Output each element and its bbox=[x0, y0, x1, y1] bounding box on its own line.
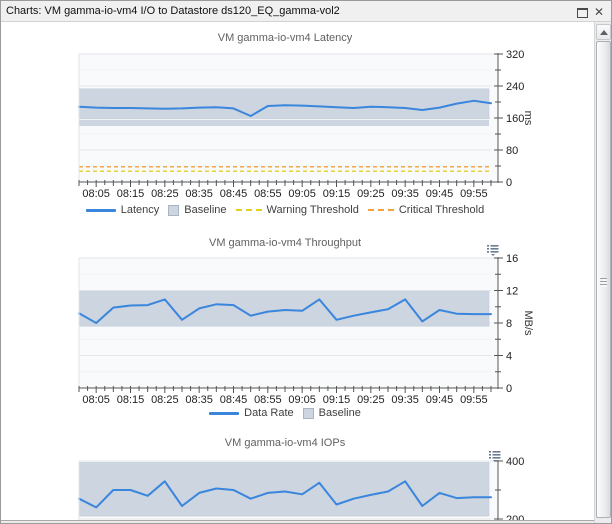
svg-text:09:35: 09:35 bbox=[391, 188, 419, 200]
svg-text:08:05: 08:05 bbox=[82, 394, 110, 406]
svg-text:09:35: 09:35 bbox=[391, 394, 419, 406]
legend-label: Baseline bbox=[184, 204, 227, 216]
svg-text:400: 400 bbox=[506, 456, 524, 468]
svg-text:320: 320 bbox=[506, 49, 524, 61]
legend-line-swatch bbox=[85, 208, 116, 212]
scroll-up-button[interactable] bbox=[596, 24, 611, 40]
svg-text:240: 240 bbox=[506, 81, 524, 93]
legend-item-baseline: Baseline bbox=[302, 407, 361, 419]
legend-item-data-rate: Data Rate bbox=[209, 407, 294, 419]
scroll-up-icon bbox=[600, 30, 608, 35]
legend-label: Data Rate bbox=[244, 407, 294, 419]
svg-text:09:45: 09:45 bbox=[426, 394, 454, 406]
svg-text:0: 0 bbox=[506, 383, 512, 395]
latency-chart-title: VM gamma-io-vm4 Latency bbox=[217, 32, 353, 44]
svg-text:0: 0 bbox=[506, 177, 512, 189]
svg-text:08:25: 08:25 bbox=[151, 188, 179, 200]
iops-chart: VM gamma-io-vm4 IOPs 0200400 bbox=[1, 431, 594, 524]
vertical-scrollbar[interactable] bbox=[594, 22, 611, 523]
legend-label: Latency bbox=[120, 204, 160, 216]
svg-text:09:55: 09:55 bbox=[460, 188, 488, 200]
throughput-chart-options-icon[interactable] bbox=[486, 243, 500, 256]
legend-line-swatch bbox=[209, 411, 240, 415]
svg-text:08:55: 08:55 bbox=[254, 188, 282, 200]
svg-text:08:55: 08:55 bbox=[254, 394, 282, 406]
legend-label: Warning Threshold bbox=[266, 204, 359, 216]
svg-text:ms: ms bbox=[522, 111, 534, 126]
maximize-button[interactable] bbox=[574, 3, 590, 19]
iops-chart-title: VM gamma-io-vm4 IOPs bbox=[224, 437, 346, 449]
svg-text:08:05: 08:05 bbox=[82, 188, 110, 200]
legend-item-baseline: Baseline bbox=[168, 204, 227, 216]
scrollbar-grip-icon bbox=[600, 278, 607, 287]
svg-text:8: 8 bbox=[506, 318, 512, 330]
legend-dash-swatch bbox=[367, 209, 394, 211]
latency-chart: VM gamma-io-vm4 Latency 0 80 160 240 320 08:0… bbox=[1, 23, 594, 229]
charts-content: VM gamma-io-vm4 Latency 0 80 160 240 320 08:0… bbox=[1, 22, 594, 524]
svg-text:08:25: 08:25 bbox=[151, 394, 179, 406]
title-bar: Charts: VM gamma-io-vm4 I/O to Datastore… bbox=[1, 1, 611, 22]
svg-text:12: 12 bbox=[506, 286, 518, 298]
legend-label: Baseline bbox=[318, 407, 361, 419]
svg-text:08:15: 08:15 bbox=[117, 394, 145, 406]
svg-text:09:15: 09:15 bbox=[323, 394, 351, 406]
legend-item-critical-threshold: Critical Threshold bbox=[367, 204, 485, 216]
maximize-icon bbox=[576, 8, 588, 18]
legend-item-latency: Latency bbox=[85, 204, 160, 216]
svg-text:09:05: 09:05 bbox=[288, 188, 316, 200]
svg-text:08:15: 08:15 bbox=[117, 188, 145, 200]
close-button[interactable]: ✕ bbox=[591, 3, 607, 19]
window-title: Charts: VM gamma-io-vm4 I/O to Datastore… bbox=[6, 5, 340, 17]
svg-text:160: 160 bbox=[506, 113, 524, 125]
svg-text:09:55: 09:55 bbox=[460, 394, 488, 406]
throughput-chart: VM gamma-io-vm4 Throughput 0 4 8 12 16 08:05 0… bbox=[1, 231, 594, 423]
svg-text:09:05: 09:05 bbox=[288, 394, 316, 406]
throughput-plot-area[interactable]: 0 4 8 12 16 08:05 08:15 08:25 08:35 08:45 08:55 09:… bbox=[1, 250, 594, 412]
legend-label: Critical Threshold bbox=[398, 204, 485, 216]
iops-chart-options-icon[interactable] bbox=[488, 449, 502, 462]
svg-text:09:45: 09:45 bbox=[426, 188, 454, 200]
iops-plot-area[interactable]: 0200400 bbox=[1, 453, 594, 524]
legend-dash-swatch bbox=[235, 209, 262, 211]
svg-text:09:25: 09:25 bbox=[357, 188, 385, 200]
svg-text:16: 16 bbox=[506, 253, 518, 265]
svg-text:09:25: 09:25 bbox=[357, 394, 385, 406]
viewport-bottom-edge bbox=[1, 520, 595, 523]
svg-text:08:35: 08:35 bbox=[185, 394, 213, 406]
scrollbar-thumb[interactable] bbox=[596, 41, 611, 518]
svg-text:4: 4 bbox=[506, 351, 512, 363]
svg-text:200: 200 bbox=[506, 514, 524, 524]
svg-text:08:45: 08:45 bbox=[220, 394, 248, 406]
svg-text:08:45: 08:45 bbox=[220, 188, 248, 200]
svg-text:80: 80 bbox=[506, 145, 518, 157]
svg-text:08:35: 08:35 bbox=[185, 188, 213, 200]
latency-legend: Latency Baseline Warning Threshold Critical… bbox=[21, 204, 549, 216]
legend-band-swatch bbox=[168, 204, 180, 216]
throughput-legend: Data Rate Baseline bbox=[21, 407, 549, 419]
svg-text:09:15: 09:15 bbox=[323, 188, 351, 200]
throughput-chart-title: VM gamma-io-vm4 Throughput bbox=[208, 237, 362, 249]
svg-text:MB/s: MB/s bbox=[522, 310, 534, 336]
latency-plot-area[interactable]: 0 80 160 240 320 08:05 08:15 08:25 08:35 08:45 08:… bbox=[1, 43, 594, 203]
close-icon: ✕ bbox=[593, 5, 605, 19]
legend-band-swatch bbox=[302, 407, 314, 419]
legend-item-warning-threshold: Warning Threshold bbox=[235, 204, 359, 216]
